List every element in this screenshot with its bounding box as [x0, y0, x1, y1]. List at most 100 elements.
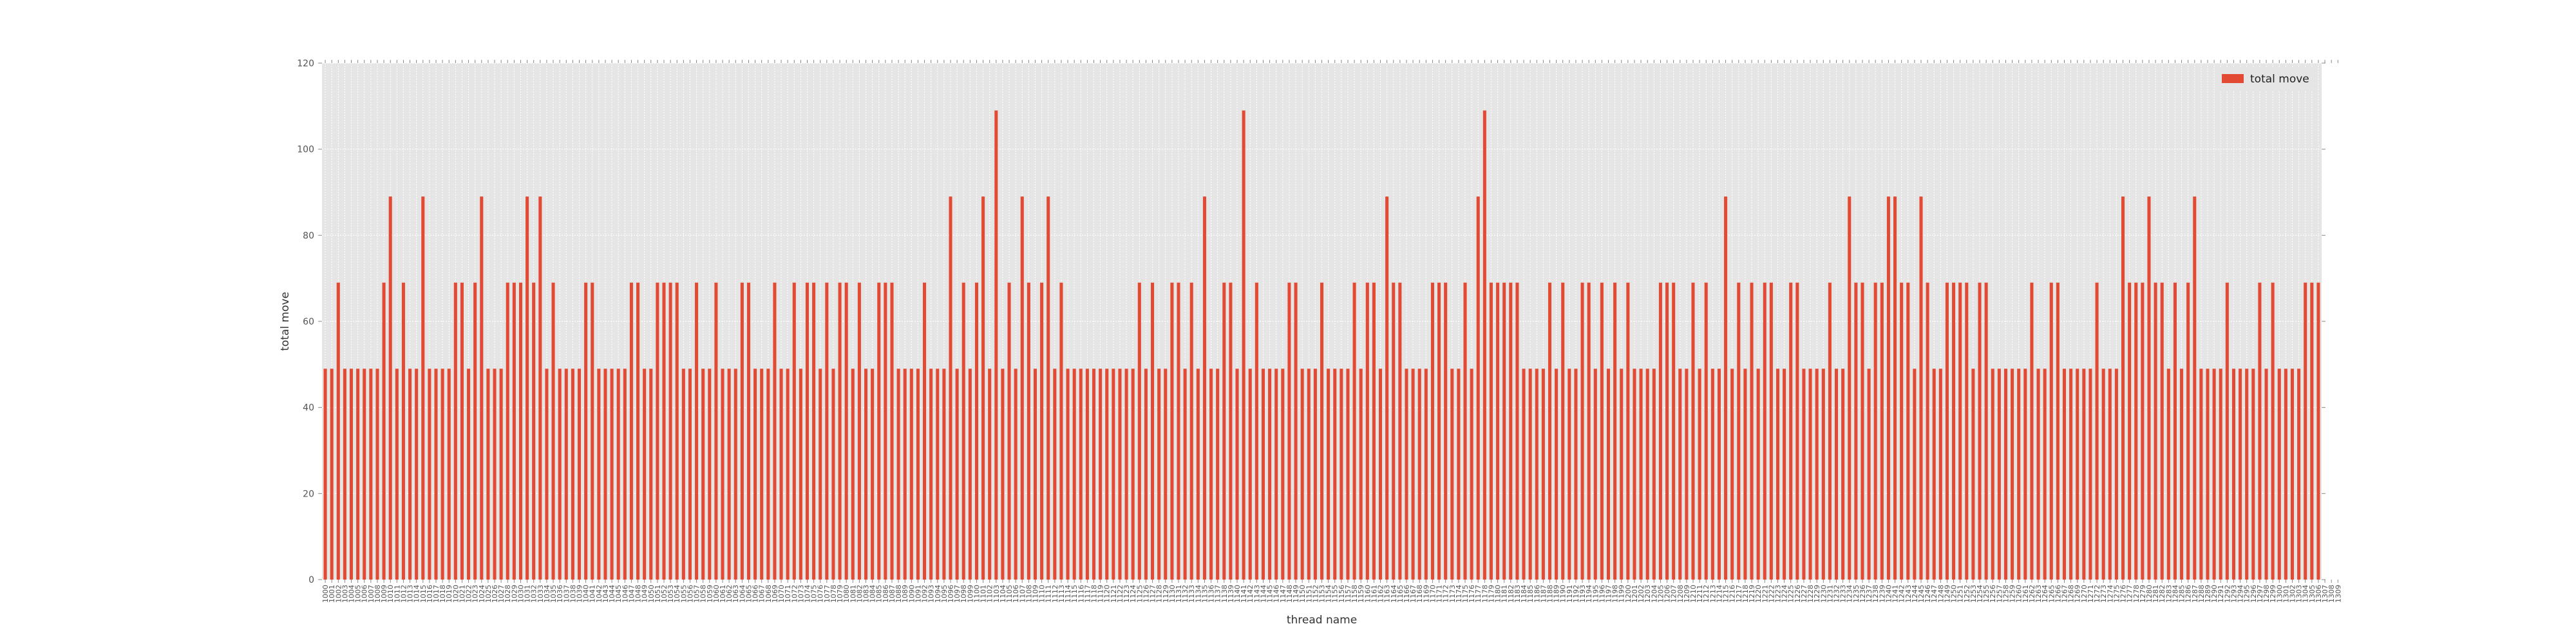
x-tick-label: 1231 [1826, 585, 1834, 603]
x-tick-label: 1223 [1774, 585, 1782, 603]
x-tick-label: 1281 [2152, 585, 2160, 603]
bar [961, 282, 965, 580]
x-tick-label: 1032 [530, 585, 538, 603]
x-tick-label: 1074 [803, 585, 811, 603]
bar [1808, 368, 1812, 580]
x-tick-label: 1299 [2269, 585, 2277, 603]
bar [2284, 368, 2287, 580]
bar [2147, 196, 2151, 580]
bar [499, 368, 503, 580]
bar [526, 196, 529, 580]
legend: total move [2215, 67, 2315, 90]
bar [1502, 282, 1506, 580]
x-tick-label: 1099 [966, 585, 974, 603]
x-tick-label: 1101 [980, 585, 988, 603]
x-tick-label: 1161 [1370, 585, 1378, 603]
bar [2082, 368, 2086, 580]
bar [1900, 282, 1904, 580]
x-tick-label: 1030 [516, 585, 525, 603]
x-tick-label: 1220 [1754, 585, 1763, 603]
bar [936, 368, 940, 580]
bar [1450, 368, 1454, 580]
x-tick-label: 1267 [2060, 585, 2069, 603]
x-tick-label: 1010 [386, 585, 395, 603]
x-tick-label: 1247 [1930, 585, 1938, 603]
x-tick-label: 1304 [2302, 585, 2310, 603]
x-tick-label: 1235 [1852, 585, 1861, 603]
bar [1411, 368, 1415, 580]
x-tick-label: 1211 [1696, 585, 1704, 603]
bar [1463, 282, 1467, 580]
bar [2180, 368, 2184, 580]
x-tick-label: 1290 [2210, 585, 2219, 603]
x-tick-label: 1265 [2047, 585, 2056, 603]
x-tick-label: 1009 [380, 585, 388, 603]
bar [1235, 368, 1239, 580]
bar [1926, 282, 1929, 580]
x-tick-label: 1096 [947, 585, 955, 603]
bar [1658, 282, 1662, 580]
bar [981, 196, 985, 580]
x-tick-label: 1128 [1155, 585, 1164, 603]
bar [1430, 282, 1434, 580]
x-tick-label: 1090 [907, 585, 916, 603]
x-tick-label: 1246 [1924, 585, 1932, 603]
bar [2264, 368, 2268, 580]
bar [1274, 368, 1278, 580]
bar [838, 282, 842, 580]
x-tick-label: 1092 [921, 585, 929, 603]
bar [2062, 368, 2067, 580]
bar [649, 368, 653, 580]
bar [336, 282, 340, 580]
x-tick-label: 1039 [576, 585, 584, 603]
x-tick-label: 1069 [771, 585, 779, 603]
x-tick-label: 1134 [1194, 585, 1202, 603]
bar [708, 368, 712, 580]
x-tick-label: 1242 [1898, 585, 1906, 603]
bar [584, 282, 588, 580]
bar [1678, 368, 1682, 580]
x-tick-label: 1286 [2184, 585, 2193, 603]
bar [864, 368, 868, 580]
x-tick-label: 1081 [849, 585, 857, 603]
x-tick-label: 1250 [1950, 585, 1958, 603]
bar [1040, 282, 1044, 580]
x-tick-label: 1167 [1409, 585, 1417, 603]
bar [1124, 368, 1128, 580]
x-tick-label: 1192 [1572, 585, 1580, 603]
x-tick-label: 1218 [1741, 585, 1750, 603]
bar [636, 282, 640, 580]
x-tick-label: 1144 [1259, 585, 1267, 603]
bar [2003, 368, 2007, 580]
bar [1372, 282, 1376, 580]
bar [1398, 282, 1402, 580]
bar [415, 368, 419, 580]
x-tick-label: 1011 [393, 585, 401, 603]
x-tick-label: 1245 [1917, 585, 1926, 603]
x-axis-label: thread name [1287, 614, 1357, 627]
bar [1437, 282, 1441, 580]
bar [1033, 368, 1037, 580]
bar [1151, 282, 1155, 580]
bar [1313, 368, 1317, 580]
x-tick-label: 1121 [1110, 585, 1118, 603]
x-tick-label: 1070 [777, 585, 786, 603]
bar [2193, 196, 2197, 580]
x-tick-label: 1124 [1129, 585, 1137, 603]
x-tick-label: 1016 [426, 585, 434, 603]
x-tick-label: 1118 [1090, 585, 1099, 603]
x-tick-label: 1251 [1956, 585, 1965, 603]
bar [786, 368, 790, 580]
x-tick-label: 1204 [1650, 585, 1658, 603]
bar [668, 282, 672, 580]
x-tick-label: 1164 [1390, 585, 1398, 603]
x-tick-label: 1184 [1520, 585, 1528, 603]
bar [388, 196, 392, 580]
bar [2245, 368, 2249, 580]
bar [2239, 368, 2242, 580]
x-tick-label: 1003 [341, 585, 349, 603]
bar [760, 368, 764, 580]
x-tick-label: 1149 [1292, 585, 1300, 603]
x-tick-label: 1205 [1656, 585, 1665, 603]
x-tick-label: 1088 [895, 585, 903, 603]
